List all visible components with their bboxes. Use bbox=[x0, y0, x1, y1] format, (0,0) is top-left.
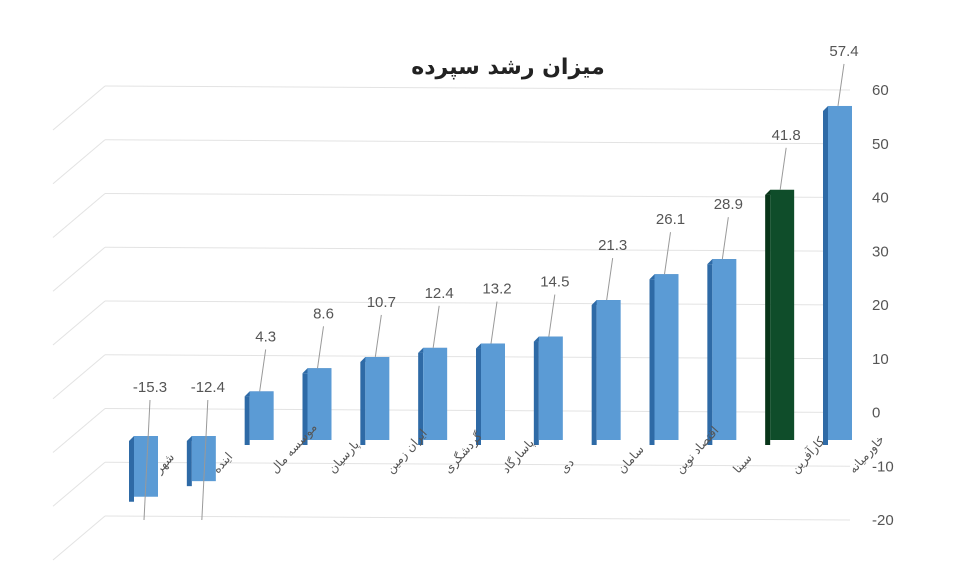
y-axis-ticks: -20 -10 0 10 20 30 40 50 60 bbox=[872, 82, 894, 529]
bar bbox=[307, 368, 332, 440]
gridline bbox=[104, 139, 851, 145]
y-tick-label: 40 bbox=[872, 190, 889, 207]
bar-side bbox=[302, 373, 308, 445]
category-label: پاسارگاد bbox=[499, 436, 538, 477]
data-label: 8.6 bbox=[313, 305, 334, 322]
category-label: گردشگری bbox=[441, 429, 486, 477]
y-tick-label: 30 bbox=[872, 243, 889, 260]
data-label: 4.3 bbox=[255, 328, 276, 345]
y-tick-label: -10 bbox=[872, 458, 894, 475]
category-label: پارسیان bbox=[325, 438, 362, 477]
gridline-depth bbox=[52, 461, 106, 507]
bar bbox=[596, 300, 621, 440]
bar-side bbox=[823, 110, 828, 445]
leader-line bbox=[606, 257, 614, 301]
bar-side bbox=[418, 352, 424, 445]
gridline bbox=[104, 85, 851, 91]
bar bbox=[712, 259, 737, 440]
category-label: موسسه مال bbox=[267, 420, 320, 476]
bar bbox=[538, 336, 563, 440]
bar-side bbox=[244, 396, 250, 445]
data-labels: -15.3 -12.4 4.3 8.6 10.7 12.4 13.2 14.5 21.3 26.1… bbox=[133, 43, 859, 396]
y-tick-label: 20 bbox=[872, 297, 889, 314]
bar bbox=[481, 343, 505, 440]
leader-line bbox=[779, 147, 787, 190]
bar bbox=[249, 391, 274, 440]
data-label: 14.5 bbox=[540, 274, 569, 291]
bars bbox=[129, 105, 852, 502]
leader-line bbox=[201, 399, 209, 521]
data-label: 41.8 bbox=[772, 127, 801, 144]
bar-side bbox=[765, 194, 771, 445]
gridline bbox=[104, 515, 851, 521]
category-label: دی bbox=[557, 456, 577, 476]
bar-side bbox=[476, 348, 481, 445]
y-tick-label: 10 bbox=[872, 351, 889, 368]
gridline-depth bbox=[52, 139, 106, 185]
chart-title: میزان رشد سپرده bbox=[411, 55, 605, 80]
leader-line bbox=[664, 232, 671, 275]
gridline bbox=[104, 246, 851, 252]
category-label: سینا bbox=[730, 451, 754, 476]
gridline-depth bbox=[52, 246, 106, 292]
data-label: 21.3 bbox=[598, 237, 627, 254]
gridline-depth bbox=[52, 408, 106, 453]
y-tick-label: 50 bbox=[872, 136, 889, 153]
leader-line bbox=[548, 294, 556, 337]
gridline-depth bbox=[52, 354, 106, 400]
data-label: 13.2 bbox=[482, 281, 511, 298]
category-label: اقتصاد نوین bbox=[672, 424, 722, 477]
leader-line bbox=[259, 349, 267, 392]
bar-side bbox=[707, 264, 713, 445]
gridline-depth bbox=[52, 193, 106, 238]
leader-line bbox=[317, 326, 324, 369]
y-tick-label: -20 bbox=[872, 512, 894, 529]
bar-side bbox=[129, 441, 134, 502]
data-label: 12.4 bbox=[425, 285, 454, 302]
leader-line bbox=[374, 314, 382, 358]
bar bbox=[365, 356, 390, 440]
bar-side bbox=[360, 361, 366, 445]
gridline-depth bbox=[52, 85, 106, 131]
data-label: -15.3 bbox=[133, 379, 167, 396]
bar-side bbox=[186, 441, 192, 487]
leader-line bbox=[490, 301, 498, 344]
bar bbox=[654, 274, 679, 440]
category-label: ایران زمین bbox=[383, 426, 430, 476]
leader-lines bbox=[143, 63, 845, 521]
leader-line bbox=[721, 217, 729, 260]
data-label: -12.4 bbox=[191, 379, 225, 396]
data-label: 57.4 bbox=[829, 43, 858, 60]
leader-line bbox=[837, 63, 845, 107]
gridline bbox=[104, 300, 851, 306]
bar bbox=[423, 347, 448, 440]
leader-line bbox=[143, 399, 151, 521]
gridline-depth bbox=[52, 300, 106, 346]
gridline-depth bbox=[52, 515, 106, 561]
data-label: 26.1 bbox=[656, 211, 685, 228]
bar-side bbox=[533, 341, 539, 445]
y-tick-label: 0 bbox=[872, 405, 880, 422]
bar bbox=[828, 105, 852, 440]
bar-side bbox=[591, 305, 597, 445]
data-label: 28.9 bbox=[714, 196, 743, 213]
leader-line bbox=[432, 305, 440, 348]
data-label: 10.7 bbox=[367, 294, 396, 311]
bar bbox=[770, 189, 795, 440]
gridline bbox=[104, 461, 851, 467]
category-label: کارآفرین bbox=[787, 434, 828, 477]
category-label: سامان bbox=[614, 442, 646, 476]
gridline bbox=[104, 193, 851, 198]
bar-side bbox=[649, 279, 655, 445]
y-tick-label: 60 bbox=[872, 82, 889, 99]
